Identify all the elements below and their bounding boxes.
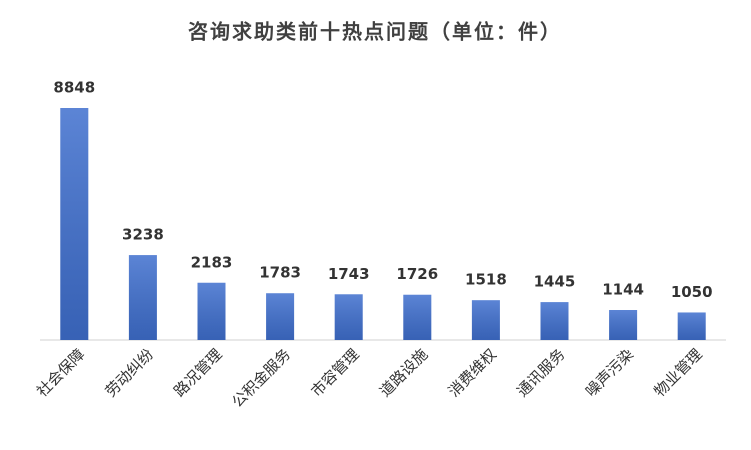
bar-shade — [197, 282, 226, 340]
bar-shade — [471, 300, 500, 340]
value-label: 1783 — [259, 264, 301, 282]
x-tick-label: 噪声污染 — [582, 345, 637, 400]
x-tick-label: 通讯服务 — [513, 345, 568, 400]
x-tick-label: 公积金服务 — [228, 345, 294, 411]
bar-shade — [609, 310, 638, 340]
chart-title: 咨询求助类前十热点问题（单位：件） — [188, 20, 562, 44]
bar-shade — [540, 302, 569, 340]
x-tick-label: 市容管理 — [308, 345, 363, 400]
value-label: 1518 — [465, 271, 507, 289]
bar-shade — [266, 293, 295, 340]
x-tick-label: 社会保障 — [33, 345, 88, 400]
x-tick-label: 物业管理 — [651, 345, 706, 400]
bar-shade — [403, 294, 432, 340]
bar-shade — [60, 108, 89, 340]
x-tick-label: 劳动纠纷 — [102, 345, 157, 400]
value-label: 1743 — [328, 265, 370, 283]
x-tick-label: 道路设施 — [376, 345, 431, 400]
value-label: 1050 — [671, 283, 713, 301]
value-label: 3238 — [122, 226, 164, 244]
x-tick-label: 路况管理 — [170, 345, 225, 400]
bar-shade — [128, 255, 157, 340]
value-label: 2183 — [191, 253, 233, 271]
value-label: 1445 — [534, 273, 576, 291]
value-label: 8848 — [53, 79, 95, 97]
bar-shade — [334, 294, 363, 340]
value-label: 1144 — [602, 281, 644, 299]
bar-shade — [677, 312, 706, 340]
x-tick-label: 消费维权 — [445, 345, 500, 400]
value-label: 1726 — [396, 265, 438, 283]
